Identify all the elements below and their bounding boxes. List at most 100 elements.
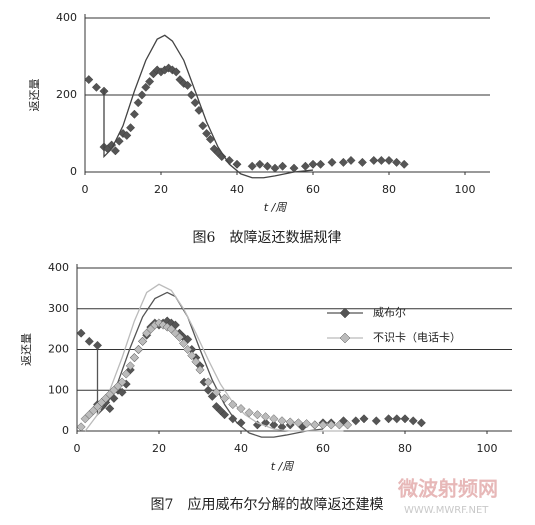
x-axis-title: t /周 <box>271 460 295 473</box>
x-tick-label: 100 <box>455 183 476 196</box>
data-point <box>316 159 326 169</box>
data-point <box>84 336 94 346</box>
x-tick-label: 20 <box>154 183 168 196</box>
watermark-url: WWW.MWRF.NET <box>404 505 489 516</box>
y-tick-label: 100 <box>48 383 69 396</box>
data-point <box>384 155 394 165</box>
data-point <box>343 420 353 430</box>
data-point <box>211 387 221 397</box>
data-point <box>384 414 394 424</box>
data-point <box>255 159 265 169</box>
data-point <box>84 75 94 85</box>
data-point <box>162 322 172 332</box>
data-point <box>105 404 115 414</box>
x-tick-label: 40 <box>234 442 248 455</box>
data-point <box>186 90 196 100</box>
caption: 图6 故障返还数据规律 <box>193 230 342 246</box>
data-point <box>190 98 200 108</box>
data-point <box>138 336 148 346</box>
data-point <box>198 121 208 131</box>
fit-curve <box>84 283 344 432</box>
data-point <box>91 82 101 92</box>
data-point <box>141 82 151 92</box>
data-point <box>110 146 120 156</box>
data-point <box>203 377 213 387</box>
data-point <box>300 161 310 171</box>
data-point <box>351 416 361 426</box>
caption: 图7 应用威布尔分解的故障返还建模 <box>151 496 384 513</box>
data-point <box>236 404 246 414</box>
data-point <box>327 157 337 167</box>
y-tick-label: 200 <box>48 343 69 356</box>
data-point <box>220 410 230 420</box>
data-point <box>310 420 320 430</box>
x-tick-label: 80 <box>382 183 396 196</box>
data-point <box>129 353 139 363</box>
legend-label: 不识卡（电话卡） <box>373 331 461 344</box>
data-point <box>416 418 426 428</box>
data-point <box>392 414 402 424</box>
data-point <box>277 416 287 426</box>
y-tick-label: 400 <box>48 261 69 274</box>
data-point <box>392 157 402 167</box>
x-tick-label: 100 <box>477 442 498 455</box>
data-point <box>76 422 86 432</box>
data-point <box>117 377 127 387</box>
data-point <box>236 418 246 428</box>
legend-label: 威布尔 <box>373 306 406 319</box>
data-point <box>308 159 318 169</box>
y-axis-title: 返还量 <box>20 333 33 366</box>
data-point <box>293 418 303 428</box>
data-point <box>252 420 262 430</box>
data-point <box>277 422 287 432</box>
data-point <box>183 345 193 354</box>
data-point <box>93 340 102 350</box>
legend-marker <box>339 307 351 319</box>
data-point <box>126 123 136 133</box>
data-point <box>76 328 86 338</box>
data-point <box>203 385 213 395</box>
data-point <box>247 161 257 171</box>
data-point <box>262 161 272 171</box>
data-point <box>252 410 262 420</box>
data-point <box>270 163 280 173</box>
data-point <box>183 80 193 90</box>
x-tick-label: 60 <box>306 183 320 196</box>
x-tick-label: 40 <box>230 183 244 196</box>
data-point <box>134 345 143 354</box>
data-point <box>228 400 238 409</box>
watermark-title: 微波射频网 <box>397 477 498 501</box>
data-point <box>137 90 147 100</box>
data-point <box>244 408 254 418</box>
x-tick-label: 80 <box>398 442 412 455</box>
y-tick-label: 300 <box>48 302 69 315</box>
data-point <box>278 161 288 171</box>
fit-curve <box>103 34 314 179</box>
data-point <box>117 387 127 397</box>
data-point <box>125 361 135 371</box>
data-point <box>318 420 328 430</box>
data-point <box>261 412 271 422</box>
data-point <box>121 369 131 379</box>
data-point <box>261 418 271 428</box>
data-point <box>228 414 238 424</box>
data-point <box>326 420 336 430</box>
data-point <box>232 159 242 169</box>
x-tick-label: 0 <box>82 183 89 196</box>
data-point <box>122 130 132 140</box>
data-point <box>195 365 205 375</box>
data-point <box>302 419 312 429</box>
y-tick-label: 200 <box>56 88 77 101</box>
data-point <box>371 416 381 426</box>
data-point <box>357 157 367 167</box>
data-point <box>187 351 197 361</box>
data-point <box>338 157 348 167</box>
data-point <box>334 420 344 430</box>
data-point <box>346 155 356 165</box>
x-axis-title: t /周 <box>264 201 288 214</box>
data-point <box>408 416 418 426</box>
data-point <box>269 414 279 424</box>
data-point <box>399 159 409 169</box>
data-point <box>179 338 189 348</box>
